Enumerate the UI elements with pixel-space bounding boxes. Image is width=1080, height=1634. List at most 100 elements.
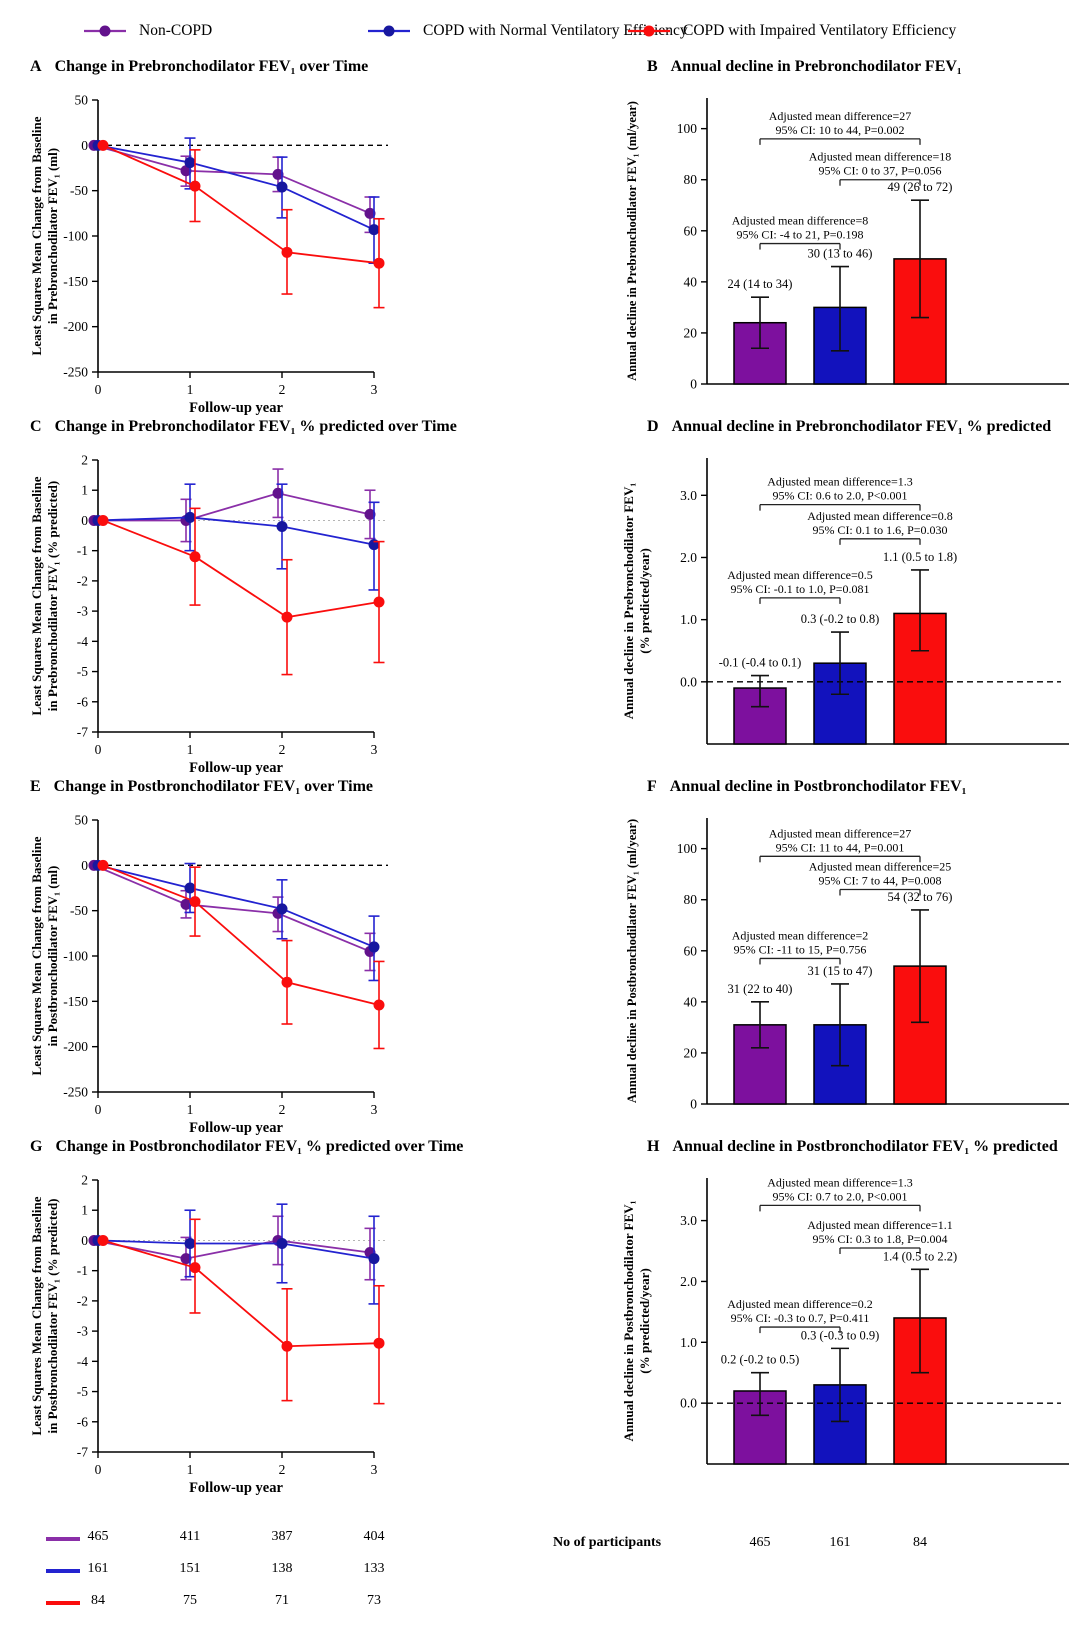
svg-text:100: 100 bbox=[677, 841, 698, 856]
svg-text:0: 0 bbox=[81, 858, 88, 873]
svg-text:Adjusted mean difference=8: Adjusted mean difference=8 bbox=[732, 214, 869, 228]
svg-text:-6: -6 bbox=[77, 694, 88, 709]
svg-text:1: 1 bbox=[187, 1462, 194, 1477]
figure-legend: Non-COPD COPD with Normal Ventilatory Ef… bbox=[0, 12, 1080, 50]
non-copd-swatch-icon bbox=[46, 1537, 80, 1541]
svg-text:(% predicted/year): (% predicted/year) bbox=[637, 1268, 652, 1374]
svg-text:Follow-up year: Follow-up year bbox=[189, 760, 283, 776]
svg-text:20: 20 bbox=[684, 1045, 698, 1060]
svg-text:31 (15 to 47): 31 (15 to 47) bbox=[808, 964, 873, 978]
panel-f-title: F Annual decline in Postbronchodilator FE… bbox=[620, 778, 1080, 802]
svg-text:-2: -2 bbox=[77, 1293, 88, 1308]
svg-text:3.0: 3.0 bbox=[680, 1213, 697, 1228]
panel-a-title-text: Change in Prebronchodilator FEV₁ over Ti… bbox=[54, 58, 369, 75]
svg-text:2.0: 2.0 bbox=[680, 1274, 697, 1289]
participant-count: 75 bbox=[183, 1593, 197, 1608]
svg-text:Adjusted mean difference=18: Adjusted mean difference=18 bbox=[809, 150, 952, 164]
panel-f-chart: 0 20 40 60 80 100 Annual decline in Postbronch… bbox=[625, 818, 1069, 1112]
svg-text:1: 1 bbox=[187, 1102, 194, 1117]
panel-c-title: C Change in Prebronchodilator FEV₁ % pred… bbox=[28, 418, 533, 442]
svg-text:-3: -3 bbox=[77, 604, 88, 619]
svg-text:Adjusted mean difference=27: Adjusted mean difference=27 bbox=[769, 109, 912, 123]
svg-text:3: 3 bbox=[371, 1462, 378, 1477]
svg-text:-7: -7 bbox=[77, 1445, 88, 1460]
svg-text:3.0: 3.0 bbox=[680, 488, 697, 503]
participant-count: 138 bbox=[271, 1561, 293, 1576]
svg-text:Annual decline in Postbronchod: Annual decline in Postbronchodilator FEV… bbox=[625, 819, 639, 1103]
svg-text:Adjusted mean difference=0.8: Adjusted mean difference=0.8 bbox=[807, 509, 953, 523]
svg-text:Follow-up year: Follow-up year bbox=[189, 1480, 283, 1496]
svg-text:3: 3 bbox=[371, 382, 378, 397]
participants-count-row: No of participants 465 161 84 bbox=[553, 1532, 1080, 1558]
participant-count: 161 bbox=[829, 1535, 851, 1550]
panel-h-title: H Annual decline in Postbronchodilator FE… bbox=[620, 1138, 1080, 1162]
panel-e-chart: 50 0 -50 -100 -150 -200 -250 0 1 2 3 Follow-up year… bbox=[29, 813, 388, 1136]
svg-text:Adjusted mean difference=1.3: Adjusted mean difference=1.3 bbox=[767, 1175, 913, 1189]
svg-text:0: 0 bbox=[95, 742, 102, 757]
legend-item-non-copd: Non-COPD bbox=[82, 12, 212, 50]
svg-text:2: 2 bbox=[279, 382, 286, 397]
svg-text:Follow-up year: Follow-up year bbox=[189, 400, 283, 416]
participant-count: 84 bbox=[91, 1593, 105, 1608]
svg-text:Adjusted mean difference=0.2: Adjusted mean difference=0.2 bbox=[727, 1297, 873, 1311]
participants-row-non-copd: 465 411 387 404 bbox=[28, 1524, 533, 1554]
svg-text:Adjusted mean difference=1.1: Adjusted mean difference=1.1 bbox=[807, 1218, 953, 1232]
svg-text:-1: -1 bbox=[77, 1263, 88, 1278]
svg-text:in Prebronchodilator FEV₁ (% p: in Prebronchodilator FEV₁ (% predicted) bbox=[45, 481, 60, 711]
svg-text:2: 2 bbox=[279, 1102, 286, 1117]
panel-e-title-text: Change in Postbronchodilator FEV₁ over T… bbox=[53, 778, 374, 795]
svg-text:20: 20 bbox=[684, 325, 698, 340]
participants-table: 465 411 387 404 161 151 138 133 84 75 71… bbox=[28, 1524, 533, 1624]
svg-text:-5: -5 bbox=[77, 664, 88, 679]
svg-text:95% CI: -4 to 21, P=0.198: 95% CI: -4 to 21, P=0.198 bbox=[736, 228, 863, 242]
panel-f: F Annual decline in Postbronchodilator FE… bbox=[620, 778, 1080, 1136]
legend-label-copd-normal: COPD with Normal Ventilatory Efficiency bbox=[423, 22, 688, 39]
svg-text:3: 3 bbox=[371, 742, 378, 757]
legend-item-copd-impaired: COPD with Impaired Ventilatory Efficienc… bbox=[626, 12, 956, 50]
svg-text:-2: -2 bbox=[77, 573, 88, 588]
svg-text:Adjusted mean difference=2: Adjusted mean difference=2 bbox=[732, 928, 869, 942]
svg-text:Annual decline in Postbronchod: Annual decline in Postbronchodilator FEV… bbox=[621, 1200, 636, 1441]
legend-marker-copd-normal-icon bbox=[368, 25, 410, 37]
panel-e: E Change in Postbronchodilator FEV₁ over … bbox=[28, 778, 533, 1136]
svg-text:0: 0 bbox=[690, 377, 697, 392]
svg-text:95% CI: -0.3 to 0.7, P=0.411: 95% CI: -0.3 to 0.7, P=0.411 bbox=[731, 1311, 870, 1325]
svg-text:95% CI: 0.6 to 2.0, P<0.001: 95% CI: 0.6 to 2.0, P<0.001 bbox=[772, 489, 907, 503]
panel-c: C Change in Prebronchodilator FEV₁ % pred… bbox=[28, 418, 533, 776]
svg-text:1.0: 1.0 bbox=[680, 1335, 697, 1350]
svg-text:-200: -200 bbox=[63, 1039, 88, 1054]
svg-text:40: 40 bbox=[684, 994, 698, 1009]
svg-text:3: 3 bbox=[371, 1102, 378, 1117]
svg-text:-250: -250 bbox=[63, 1085, 88, 1100]
panel-a: A Change in Prebronchodilator FEV₁ over T… bbox=[28, 58, 533, 416]
legend-label-copd-impaired: COPD with Impaired Ventilatory Efficienc… bbox=[683, 22, 957, 39]
panel-e-title: E Change in Postbronchodilator FEV₁ over … bbox=[28, 778, 533, 802]
svg-text:1.4 (0.5 to 2.2): 1.4 (0.5 to 2.2) bbox=[883, 1249, 957, 1263]
copd-impaired-swatch-icon bbox=[46, 1601, 80, 1605]
svg-text:1: 1 bbox=[187, 742, 194, 757]
svg-text:1.1 (0.5 to 1.8): 1.1 (0.5 to 1.8) bbox=[883, 550, 957, 564]
svg-text:Annual decline in Prebronchodi: Annual decline in Prebronchodilator FEV₁ bbox=[621, 483, 636, 720]
svg-text:-7: -7 bbox=[77, 725, 88, 740]
svg-text:-200: -200 bbox=[63, 319, 88, 334]
participant-count: 84 bbox=[913, 1535, 927, 1550]
svg-text:0: 0 bbox=[81, 513, 88, 528]
svg-text:60: 60 bbox=[684, 223, 698, 238]
participants-row-copd-impaired: 84 75 71 73 bbox=[28, 1588, 533, 1618]
panel-a-letter: A bbox=[30, 58, 42, 75]
panel-c-chart: 2 1 0 -1 -2 -3 -4 -5 -6 -7 0 1 2 3 Follow-up year Least… bbox=[29, 453, 388, 776]
svg-text:95% CI: 11 to 44, P=0.001: 95% CI: 11 to 44, P=0.001 bbox=[776, 840, 905, 854]
panel-c-title-text: Change in Prebronchodilator FEV₁ % predi… bbox=[54, 418, 457, 435]
svg-text:1: 1 bbox=[81, 483, 88, 498]
svg-text:40: 40 bbox=[684, 274, 698, 289]
participant-count: 465 bbox=[749, 1535, 771, 1550]
svg-text:in Postbronchodilator FEV₁ (%: in Postbronchodilator FEV₁ (% predicted) bbox=[45, 1198, 60, 1433]
svg-text:24 (14 to 34): 24 (14 to 34) bbox=[728, 277, 793, 291]
svg-text:Least Squares Mean Change from: Least Squares Mean Change from Baseline bbox=[29, 116, 44, 355]
participant-count: 411 bbox=[179, 1529, 201, 1544]
svg-text:Least Squares Mean Change from: Least Squares Mean Change from Baseline bbox=[29, 1196, 44, 1435]
svg-text:95% CI: 0 to 37, P=0.056: 95% CI: 0 to 37, P=0.056 bbox=[818, 164, 941, 178]
legend-item-copd-normal: COPD with Normal Ventilatory Efficiency bbox=[366, 12, 688, 50]
svg-text:Adjusted mean difference=25: Adjusted mean difference=25 bbox=[809, 860, 952, 874]
svg-text:-5: -5 bbox=[77, 1384, 88, 1399]
